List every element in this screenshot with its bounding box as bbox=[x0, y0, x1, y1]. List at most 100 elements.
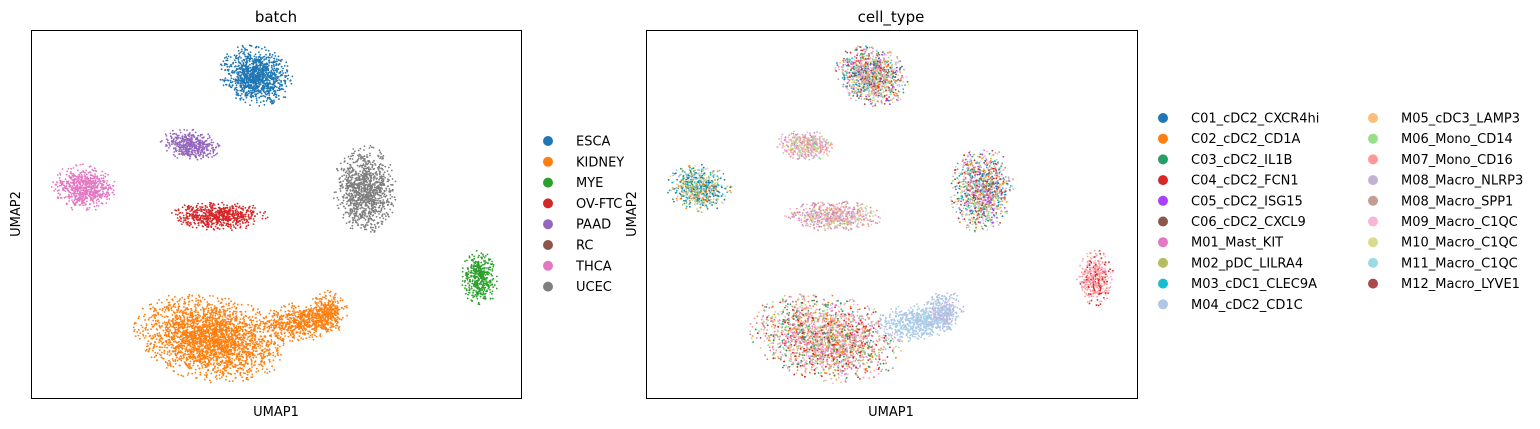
scatter-point bbox=[476, 297, 479, 300]
scatter-point bbox=[74, 175, 77, 177]
scatter-point bbox=[261, 345, 263, 348]
scatter-point bbox=[196, 158, 199, 161]
scatter-point bbox=[344, 207, 347, 210]
scatter-point bbox=[208, 142, 211, 145]
scatter-point bbox=[256, 101, 258, 104]
scatter-point bbox=[252, 75, 255, 77]
scatter-point bbox=[69, 185, 71, 188]
scatter-point bbox=[282, 67, 284, 70]
scatter-point bbox=[383, 171, 386, 174]
scatter-point bbox=[73, 182, 76, 185]
scatter-point bbox=[230, 225, 233, 228]
scatter-point bbox=[93, 191, 95, 194]
scatter-points-batch bbox=[50, 44, 498, 384]
scatter-point bbox=[239, 79, 242, 82]
scatter-point bbox=[250, 209, 252, 212]
scatter-point bbox=[211, 214, 214, 217]
scatter-point bbox=[250, 93, 253, 96]
scatter-point bbox=[203, 148, 205, 151]
scatter-point bbox=[211, 156, 214, 158]
scatter-point bbox=[201, 214, 204, 217]
scatter-point bbox=[235, 325, 238, 328]
scatter-point bbox=[479, 295, 482, 298]
scatter-point bbox=[242, 62, 245, 64]
scatter-point bbox=[183, 150, 186, 153]
scatter-point bbox=[476, 266, 479, 269]
scatter-point bbox=[76, 185, 79, 188]
scatter-point bbox=[55, 184, 58, 186]
scatter-point bbox=[275, 76, 278, 78]
scatter-point bbox=[373, 210, 376, 213]
scatter-point bbox=[231, 205, 234, 208]
scatter-point bbox=[368, 191, 371, 194]
scatter-point bbox=[480, 256, 483, 259]
scatter-point bbox=[99, 186, 102, 189]
scatter-point bbox=[190, 151, 193, 154]
scatter-point bbox=[247, 224, 250, 227]
scatter-point bbox=[234, 214, 236, 217]
scatter-point bbox=[279, 336, 282, 339]
scatter-point bbox=[239, 82, 242, 84]
scatter-point bbox=[195, 156, 198, 159]
scatter-point bbox=[194, 216, 196, 219]
scatter-point bbox=[251, 78, 254, 81]
scatter-point bbox=[243, 64, 245, 67]
scatter-point bbox=[336, 196, 339, 199]
scatter-point bbox=[383, 213, 386, 216]
scatter-point bbox=[161, 351, 163, 354]
scatter-point bbox=[282, 72, 284, 74]
scatter-point bbox=[353, 199, 356, 202]
scatter-point bbox=[366, 156, 369, 159]
scatter-point bbox=[257, 71, 260, 74]
scatter-point bbox=[181, 138, 184, 140]
scatter-point bbox=[269, 73, 272, 75]
scatter-point bbox=[197, 154, 200, 157]
scatter-point bbox=[356, 164, 359, 167]
scatter-point bbox=[189, 157, 191, 160]
scatter-point bbox=[207, 137, 209, 140]
scatter-point bbox=[368, 180, 371, 182]
scatter-point bbox=[375, 181, 377, 184]
scatter-point bbox=[468, 255, 471, 258]
scatter-point bbox=[265, 82, 268, 85]
scatter-point bbox=[190, 139, 192, 141]
scatter-point bbox=[173, 143, 175, 145]
scatter-point bbox=[221, 201, 224, 204]
scatter-point bbox=[280, 81, 282, 83]
scatter-point bbox=[378, 191, 381, 194]
panel-title-batch: batch bbox=[255, 8, 297, 26]
scatter-point bbox=[89, 203, 91, 206]
scatter-point bbox=[168, 354, 171, 357]
scatter-point bbox=[238, 67, 241, 70]
scatter-point bbox=[83, 189, 86, 192]
scatter-point bbox=[285, 61, 288, 64]
scatter-point bbox=[478, 286, 481, 289]
scatter-point bbox=[176, 213, 179, 216]
scatter-point bbox=[201, 202, 204, 205]
scatter-point bbox=[223, 356, 225, 359]
scatter-point bbox=[474, 265, 477, 267]
scatter-point bbox=[178, 212, 181, 215]
scatter-point bbox=[210, 220, 213, 222]
scatter-point bbox=[261, 217, 264, 220]
scatter-point bbox=[171, 212, 173, 214]
scatter-point bbox=[88, 184, 91, 187]
scatter-point bbox=[226, 204, 229, 207]
scatter-point bbox=[351, 154, 354, 157]
scatter-point bbox=[255, 90, 257, 93]
scatter-point bbox=[363, 196, 366, 199]
scatter-point bbox=[351, 224, 354, 227]
scatter-point bbox=[491, 260, 493, 263]
scatter-point bbox=[378, 163, 381, 166]
scatter-point bbox=[262, 100, 265, 103]
scatter-point bbox=[246, 67, 249, 70]
scatter-point bbox=[198, 142, 200, 145]
scatter-point bbox=[59, 194, 61, 196]
scatter-point bbox=[182, 154, 184, 156]
scatter-point bbox=[359, 204, 362, 207]
scatter-point bbox=[272, 351, 275, 354]
scatter-point bbox=[275, 94, 278, 96]
scatter-point bbox=[482, 260, 485, 262]
scatter-point bbox=[181, 139, 183, 142]
scatter-point bbox=[353, 152, 355, 155]
